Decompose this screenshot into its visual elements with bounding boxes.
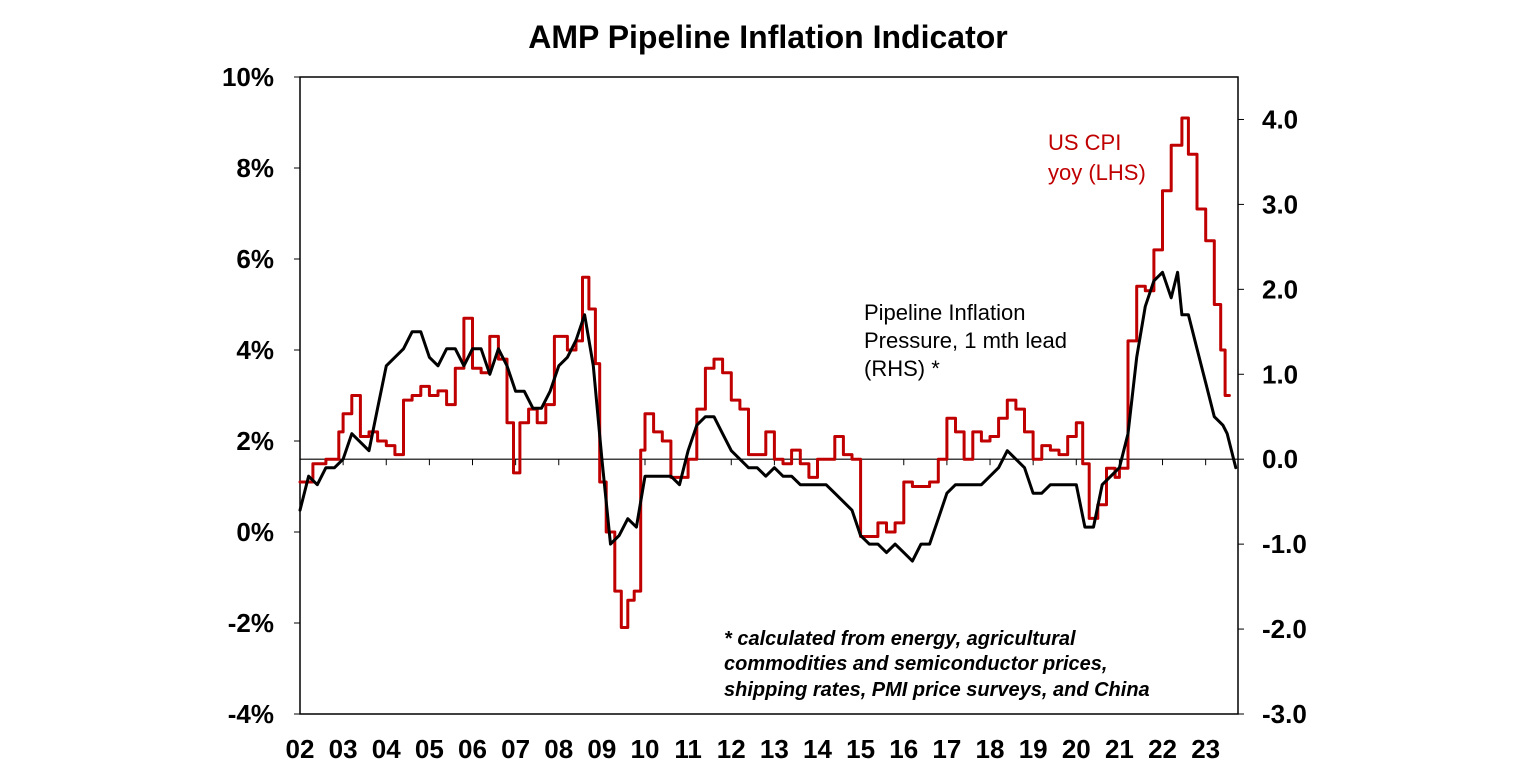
footnote-line-3: shipping rates, PMI price surveys, and C… bbox=[724, 679, 1150, 701]
pipeline-label-line-2: Pressure, 1 mth lead bbox=[864, 328, 1067, 353]
left-y-tick-label: 4% bbox=[236, 335, 274, 365]
x-tick-label: 05 bbox=[415, 734, 444, 764]
x-tick-label: 22 bbox=[1148, 734, 1177, 764]
x-tick-label: 03 bbox=[329, 734, 358, 764]
x-tick-label: 15 bbox=[846, 734, 875, 764]
right-y-tick-label: 4.0 bbox=[1262, 104, 1298, 134]
footnote-line-1: * calculated from energy, agricultural bbox=[724, 628, 1076, 650]
pipeline-label-line-1: Pipeline Inflation bbox=[864, 300, 1025, 325]
x-tick-label: 14 bbox=[803, 734, 832, 764]
left-y-tick-label: 10% bbox=[222, 62, 274, 92]
us-cpi-series-line bbox=[298, 116, 1231, 629]
x-tick-label: 23 bbox=[1191, 734, 1220, 764]
right-y-tick-label: 0.0 bbox=[1262, 444, 1298, 474]
right-y-tick-label: -3.0 bbox=[1262, 699, 1307, 729]
x-tick-label: 06 bbox=[458, 734, 487, 764]
footnote: * calculated from energy, agricultural c… bbox=[724, 628, 1150, 701]
footnote-line-2: commodities and semiconductor prices, bbox=[724, 653, 1107, 675]
cpi-series-label: US CPI yoy (LHS) bbox=[1048, 130, 1146, 185]
left-y-tick-label: 6% bbox=[236, 244, 274, 274]
x-tick-label: 13 bbox=[760, 734, 789, 764]
x-tick-label: 02 bbox=[286, 734, 315, 764]
x-tick-label: 04 bbox=[372, 734, 401, 764]
x-tick-label: 16 bbox=[889, 734, 918, 764]
right-y-tick-label: -2.0 bbox=[1262, 614, 1307, 644]
right-y-tick-label: -1.0 bbox=[1262, 529, 1307, 559]
x-tick-label: 07 bbox=[501, 734, 530, 764]
left-y-tick-label: 2% bbox=[236, 426, 274, 456]
x-tick-label: 08 bbox=[544, 734, 573, 764]
left-y-axis-ticks: -4% -2% 0% 2% 4% 6% 8% 10% bbox=[222, 62, 300, 729]
x-tick-label: 21 bbox=[1105, 734, 1134, 764]
x-tick-label: 20 bbox=[1062, 734, 1091, 764]
left-y-tick-label: 0% bbox=[236, 517, 274, 547]
right-y-tick-label: 3.0 bbox=[1262, 189, 1298, 219]
x-tick-label: 17 bbox=[932, 734, 961, 764]
x-tick-label: 12 bbox=[717, 734, 746, 764]
x-tick-label: 18 bbox=[976, 734, 1005, 764]
pipeline-series-label: Pipeline Inflation Pressure, 1 mth lead … bbox=[864, 300, 1073, 381]
left-y-tick-label: 8% bbox=[236, 153, 274, 183]
pipeline-inflation-series-line bbox=[298, 270, 1238, 563]
cpi-label-line-1: US CPI bbox=[1048, 130, 1121, 155]
left-y-tick-label: -2% bbox=[228, 608, 274, 638]
right-y-tick-label: 2.0 bbox=[1262, 274, 1298, 304]
series-labels: US CPI yoy (LHS) Pipeline Inflation Pres… bbox=[864, 130, 1146, 381]
x-tick-label: 11 bbox=[674, 734, 702, 764]
pipeline-label-line-3: (RHS) * bbox=[864, 356, 940, 381]
right-y-axis-ticks: -3.0 -2.0 -1.0 0.0 1.0 2.0 3.0 4.0 bbox=[1238, 104, 1307, 729]
x-axis-ticks: 02 03 04 05 06 07 08 09 10 11 12 13 14 15 16 17 18 19 20 21… bbox=[286, 459, 1220, 764]
x-tick-label: 10 bbox=[631, 734, 660, 764]
right-y-tick-label: 1.0 bbox=[1262, 359, 1298, 389]
left-y-tick-label: -4% bbox=[228, 699, 274, 729]
x-tick-label: 09 bbox=[587, 734, 616, 764]
series-layer bbox=[298, 116, 1238, 629]
x-tick-label: 19 bbox=[1019, 734, 1048, 764]
cpi-label-line-2: yoy (LHS) bbox=[1048, 160, 1146, 185]
chart-title: AMP Pipeline Inflation Indicator bbox=[528, 19, 1007, 55]
plot-area-frame bbox=[299, 76, 1239, 715]
